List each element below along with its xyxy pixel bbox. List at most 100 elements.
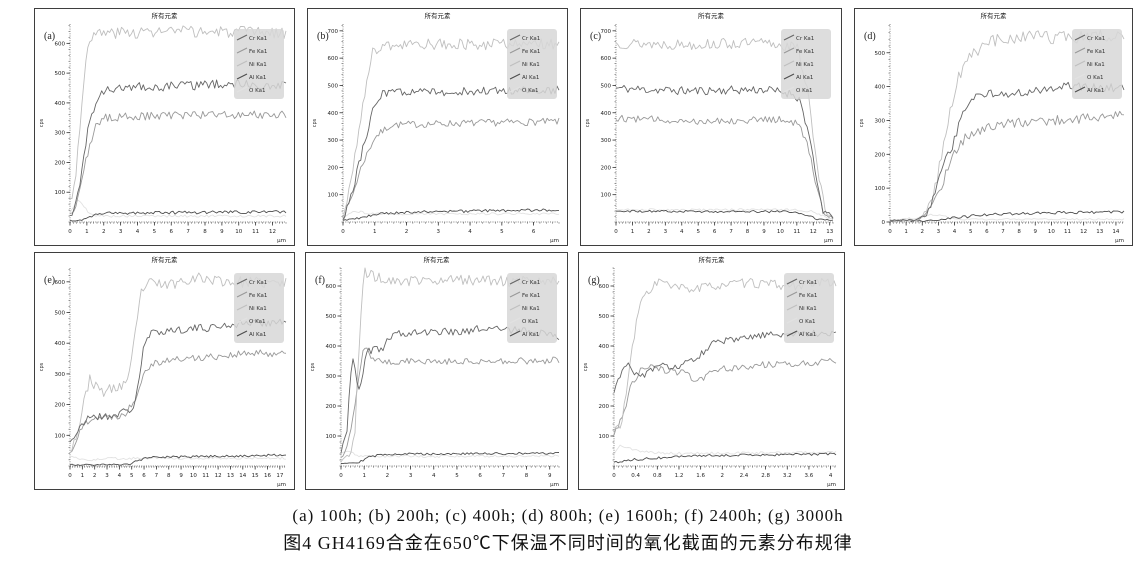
chart-title: 所有元素: [152, 255, 179, 264]
x-tick-label: 0: [888, 229, 892, 235]
y-tick-label: 600: [326, 284, 337, 290]
legend-entry-label: Ni Ka1: [796, 62, 814, 68]
series-fe-line: [342, 117, 560, 221]
legend-marker: [783, 86, 795, 93]
legend-marker: [786, 317, 798, 324]
series-al-line: [69, 453, 287, 466]
legend-marker: [786, 304, 798, 311]
legend-entry-label: O Ka1: [249, 319, 265, 325]
x-tick-label: 2: [386, 473, 390, 479]
legend-box: [784, 273, 834, 343]
x-tick-label: 11: [252, 229, 259, 235]
legend-marker: [1074, 73, 1086, 80]
subplot-d-800h: 所有元素 (d) cps 0 100 200 300 400 500 0 1 2 3 4 5 6 7 8 9 10 11…: [854, 8, 1133, 246]
y-tick-label: 200: [55, 403, 66, 409]
x-tick-label: 13: [826, 229, 833, 235]
y-tick-label: 500: [55, 311, 66, 317]
x-unit-label: μm: [550, 238, 559, 244]
x-tick-label: 3: [937, 229, 941, 235]
y-tick-label: 100: [601, 193, 612, 199]
y-tick-label: 500: [875, 51, 886, 57]
x-unit-label: μm: [824, 238, 833, 244]
x-tick-label: 0.8: [653, 473, 662, 479]
legend-marker: [786, 278, 798, 285]
subplot-b-200h: 所有元素 (b) cps 100 200 300 400 500 600 700 0 1 2 3 4 5 6 μm…: [307, 8, 568, 246]
legend-entry-label: Al Ka1: [522, 75, 539, 81]
legend-entry-label: Al Ka1: [249, 75, 266, 81]
legend-marker: [786, 330, 798, 337]
y-axis-label: cps: [310, 362, 316, 371]
y-tick-label: 500: [326, 314, 337, 320]
panel-label: (g): [588, 275, 600, 286]
y-tick-label: 300: [599, 374, 610, 380]
legend-entry-label: Al Ka1: [1087, 88, 1104, 94]
x-tick-label: 17: [276, 473, 283, 479]
legend-marker: [783, 34, 795, 41]
x-tick-label: 11: [793, 229, 800, 235]
x-tick-label: 7: [155, 473, 159, 479]
charts-row-1: 所有元素 (a) cps 100 200 300 400 500 600 0 1 2 3 4 5 6 7 8 9 10…: [34, 0, 1136, 246]
chart-title: 所有元素: [425, 11, 452, 20]
legend-marker: [1074, 60, 1086, 67]
x-tick-label: 2: [647, 229, 651, 235]
legend-marker: [236, 47, 248, 54]
legend-marker: [783, 60, 795, 67]
x-tick-label: 0: [614, 229, 618, 235]
series-al-line: [340, 451, 560, 465]
x-unit-label: μm: [827, 482, 836, 488]
panel-label: (b): [317, 31, 329, 42]
legend-marker: [236, 73, 248, 80]
x-tick-label: 15: [252, 473, 259, 479]
x-tick-label: 9: [1033, 229, 1037, 235]
x-tick-label: 6: [713, 229, 717, 235]
legend-entry-label: Cr Ka1: [249, 36, 267, 42]
y-tick-label: 400: [328, 111, 339, 117]
x-tick-label: 6: [142, 473, 146, 479]
legend-marker: [783, 47, 795, 54]
x-tick-label: 0: [341, 229, 345, 235]
x-tick-label: 5: [500, 229, 504, 235]
x-tick-label: 4: [680, 229, 684, 235]
x-tick-label: 8: [525, 473, 529, 479]
x-tick-label: 4: [829, 473, 833, 479]
x-tick-label: 10: [777, 229, 784, 235]
y-tick-label: 0: [882, 220, 886, 226]
x-tick-label: 1: [373, 229, 377, 235]
panel-label: (f): [315, 275, 325, 286]
legend-marker: [1074, 47, 1086, 54]
x-tick-label: 5: [153, 229, 157, 235]
legend-entry-label: Ni Ka1: [249, 306, 267, 312]
x-tick-label: 1: [85, 229, 89, 235]
x-tick-label: 1: [904, 229, 908, 235]
panel-label: (e): [44, 275, 55, 286]
x-tick-label: 12: [1080, 229, 1087, 235]
y-axis-label: cps: [859, 118, 865, 127]
legend-entry-label: Al Ka1: [796, 75, 813, 81]
legend-marker: [509, 47, 521, 54]
x-tick-label: 13: [1096, 229, 1103, 235]
y-tick-label: 600: [55, 41, 66, 47]
y-tick-label: 100: [328, 193, 339, 199]
y-tick-label: 500: [55, 71, 66, 77]
x-tick-label: 0: [612, 473, 616, 479]
series-o-line: [889, 213, 1125, 221]
series-al-line: [342, 208, 559, 222]
legend-marker: [236, 291, 248, 298]
subplot-f-2400h: 所有元素 (f) cps 100 200 300 400 500 600 0 1 2 3 4 5 6 7 8 9 μm…: [305, 252, 568, 490]
legend-marker: [236, 34, 248, 41]
chart-title: 所有元素: [152, 11, 179, 20]
x-tick-label: 8: [1017, 229, 1021, 235]
y-tick-label: 300: [55, 372, 66, 378]
x-unit-label: μm: [1115, 238, 1124, 244]
x-tick-label: 2.4: [740, 473, 749, 479]
legend-marker: [236, 330, 248, 337]
x-tick-label: 10: [190, 473, 197, 479]
legend-box: [234, 273, 284, 343]
legend-marker: [509, 304, 521, 311]
legend-marker: [236, 304, 248, 311]
series-fe-line: [613, 358, 837, 436]
x-tick-label: 9: [220, 229, 224, 235]
series-o-line: [615, 208, 833, 219]
y-tick-label: 700: [328, 29, 339, 35]
legend-entry-label: Cr Ka1: [249, 280, 267, 286]
